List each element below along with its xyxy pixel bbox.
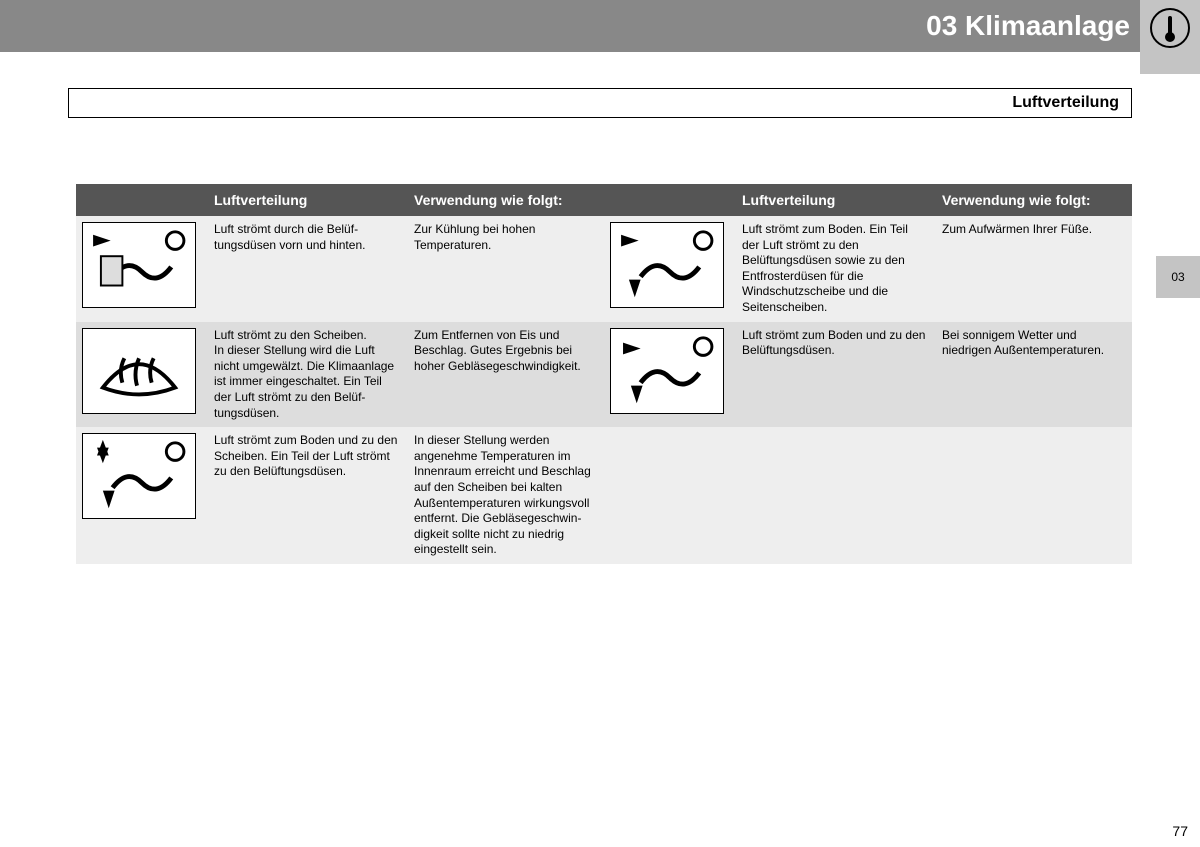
cell-distribution: Luft strömt zum Boden. Ein Teil der Luft… — [734, 216, 934, 322]
section-title: Luftverteilung — [1012, 94, 1119, 112]
empty-cell — [734, 427, 934, 564]
section-header: Luftverteilung — [68, 88, 1132, 118]
air-icon-cell — [76, 427, 206, 564]
cell-distribution: Luft strömt zu den Scheiben. In dieser S… — [206, 322, 406, 428]
chapter-header-bar: 03 Klimaanlage — [0, 0, 1200, 52]
defrost-windshield-icon — [82, 328, 196, 414]
cell-usage: Zur Kühlung bei hohen Temperaturen. — [406, 216, 604, 322]
floor-defrost-icon — [610, 222, 724, 308]
thermometer-icon — [1150, 8, 1190, 48]
floor-defrost-vent-icon — [82, 433, 196, 519]
table-row: Luft strömt durch die Belüf­tungsdüsen v… — [76, 216, 1132, 322]
cell-usage: Bei sonnigem Wetter und niedrigen Außen­… — [934, 322, 1132, 428]
chapter-corner-icon-box — [1140, 0, 1200, 74]
empty-cell — [934, 427, 1132, 564]
air-icon-cell — [76, 322, 206, 428]
page-number: 77 — [1172, 823, 1188, 839]
empty-cell — [604, 427, 734, 564]
side-tab: 03 — [1156, 256, 1200, 298]
floor-vent-icon — [610, 328, 724, 414]
air-icon-cell — [604, 216, 734, 322]
air-icon-cell — [604, 322, 734, 428]
col-usage-left: Verwendung wie folgt: — [406, 184, 604, 216]
col-icon-right — [604, 184, 734, 216]
table-row: Luft strömt zum Boden und zu den Scheibe… — [76, 427, 1132, 564]
cell-usage: Zum Entfernen von Eis und Beschlag. Gute… — [406, 322, 604, 428]
table-header-row: Luftverteilung Verwendung wie folgt: Luf… — [76, 184, 1132, 216]
col-distribution-left: Luftverteilung — [206, 184, 406, 216]
table-row: Luft strömt zu den Scheiben. In dieser S… — [76, 322, 1132, 428]
cell-distribution: Luft strömt zum Boden und zu den Belüftu… — [734, 322, 934, 428]
cell-usage: Zum Aufwärmen Ihrer Füße. — [934, 216, 1132, 322]
cell-usage: In dieser Stellung werden angenehme Temp… — [406, 427, 604, 564]
vent-front-rear-icon — [82, 222, 196, 308]
col-usage-right: Verwendung wie folgt: — [934, 184, 1132, 216]
cell-distribution: Luft strömt zum Boden und zu den Scheibe… — [206, 427, 406, 564]
cell-distribution: Luft strömt durch die Belüf­tungsdüsen v… — [206, 216, 406, 322]
chapter-title: 03 Klimaanlage — [926, 10, 1130, 42]
col-distribution-right: Luftverteilung — [734, 184, 934, 216]
air-distribution-table: Luftverteilung Verwendung wie folgt: Luf… — [76, 184, 1132, 564]
col-icon-left — [76, 184, 206, 216]
air-icon-cell — [76, 216, 206, 322]
